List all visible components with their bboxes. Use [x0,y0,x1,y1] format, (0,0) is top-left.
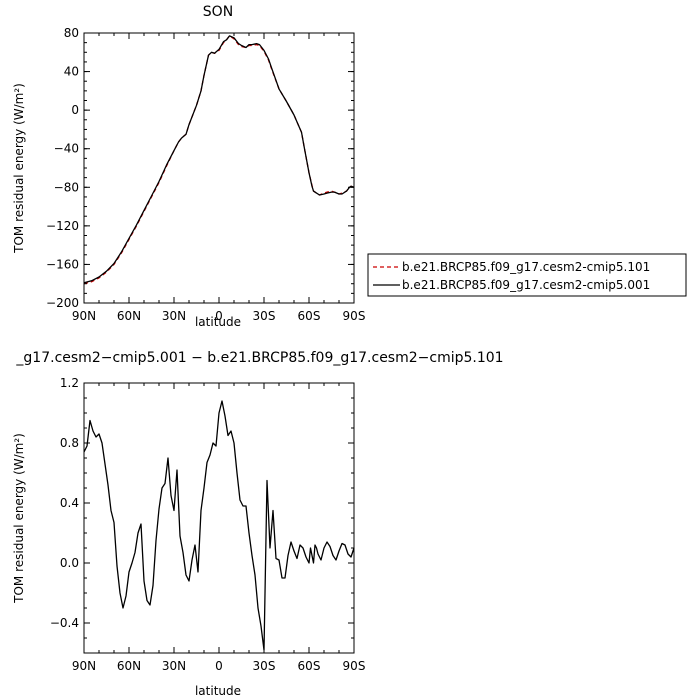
bottom-chart-ylabel: TOM residual energy (W/m²) [12,433,26,604]
bottom-chart-plot-frame [83,382,355,654]
p1-xtick-label-0: 90N [72,659,96,673]
legend-label-series-2: b.e21.BRCP85.f09_g17.cesm2-cmip5.001 [402,278,650,292]
p0-ytick-label-5: 0 [71,103,79,117]
top-chart-series-group [83,35,355,285]
p0-xtick-label-4: 30S [253,309,276,323]
p1-ytick-label-0: −0.4 [50,616,79,630]
p0-ytick-label-7: 80 [64,26,79,40]
p1-xtick-label-1: 60N [117,659,141,673]
bottom-chart-title: _g17.cesm2−cmip5.001 − b.e21.BRCP85.f09_… [15,350,503,366]
top-chart-xlabel: latitude [195,315,241,329]
p1-xtick-label-6: 90S [343,659,366,673]
bottom-chart-axes: 90N 60N 30N 0 30S 60S 90S −0.4 0.0 0.4 0.8 1.2 [50,376,366,673]
p0-xtick-label-6: 90S [343,309,366,323]
legend-label-series-1: b.e21.BRCP85.f09_g17.cesm2-cmip5.101 [402,260,650,274]
top-chart-axes: 90N 60N 30N 0 30S 60S 90S −200 −160 −120 −80 −40 0 40… [46,26,365,323]
p1-ytick-label-3: 0.8 [60,436,79,450]
p1-xtick-label-2: 30N [162,659,186,673]
p1-series-line-0 [83,400,355,651]
p1-xtick-label-3: 0 [215,659,223,673]
top-chart-ylabel: TOM residual energy (W/m²) [12,83,26,254]
top-chart-panel: SON latitude TOM residual energy (W/m²) … [12,4,365,329]
p0-ytick-label-1: −160 [46,257,79,271]
bottom-chart-xlabel: latitude [195,684,241,698]
p0-series-line-1 [83,35,355,284]
top-chart-title: SON [203,4,233,20]
bottom-chart-series-group [83,400,355,651]
legend-box [367,253,687,297]
p1-ytick-label-1: 0.0 [60,556,79,570]
bottom-chart-panel: _g17.cesm2−cmip5.001 − b.e21.BRCP85.f09_… [12,350,504,698]
p1-xtick-label-4: 30S [253,659,276,673]
p0-ytick-label-2: −120 [46,219,79,233]
p0-xtick-label-3: 0 [215,309,223,323]
p0-xtick-label-1: 60N [117,309,141,323]
p1-ytick-label-4: 1.2 [60,376,79,390]
p0-xtick-label-5: 60S [298,309,321,323]
p0-ytick-label-6: 40 [64,65,79,79]
p0-ytick-label-3: −80 [54,180,79,194]
legend: b.e21.BRCP85.f09_g17.cesm2-cmip5.101 b.e… [367,253,687,297]
p0-xtick-label-0: 90N [72,309,96,323]
p0-xtick-label-2: 30N [162,309,186,323]
top-chart-plot-frame [83,32,355,304]
p1-ytick-label-2: 0.4 [60,496,79,510]
p1-xtick-label-5: 60S [298,659,321,673]
p0-ytick-label-4: −40 [54,142,79,156]
p0-ytick-label-0: −200 [46,296,79,310]
